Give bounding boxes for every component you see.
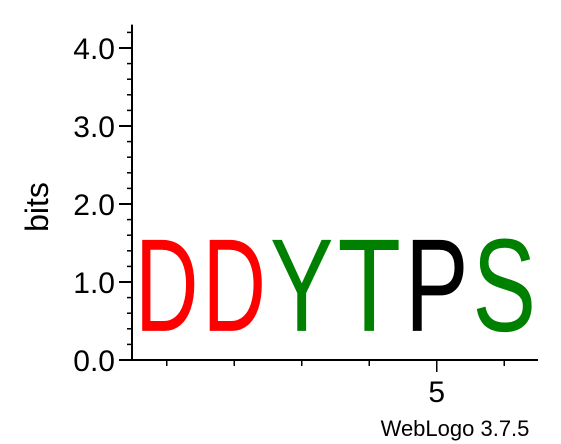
y-axis: 0.0 1.0 2.0 3.0 4.0 [73, 24, 133, 378]
logo-letter: D [203, 211, 266, 359]
y-tick-label: 3.0 [73, 111, 115, 144]
x-tick-label: 5 [428, 376, 445, 409]
y-tick-label: 1.0 [73, 267, 115, 300]
logo-letter: P [405, 213, 468, 360]
logo-letter: D [135, 211, 198, 359]
x-axis: 5 [132, 359, 538, 409]
logo-letter: S [473, 213, 536, 360]
footer-credit: WebLogo 3.7.5 [381, 416, 530, 441]
y-axis-label: bits [19, 182, 55, 232]
logo-letter: Y [270, 213, 333, 360]
y-tick-label: 0.0 [73, 345, 115, 378]
y-tick-label: 4.0 [73, 33, 115, 66]
logo-letter: T [338, 212, 401, 360]
y-tick-label: 2.0 [73, 189, 115, 222]
